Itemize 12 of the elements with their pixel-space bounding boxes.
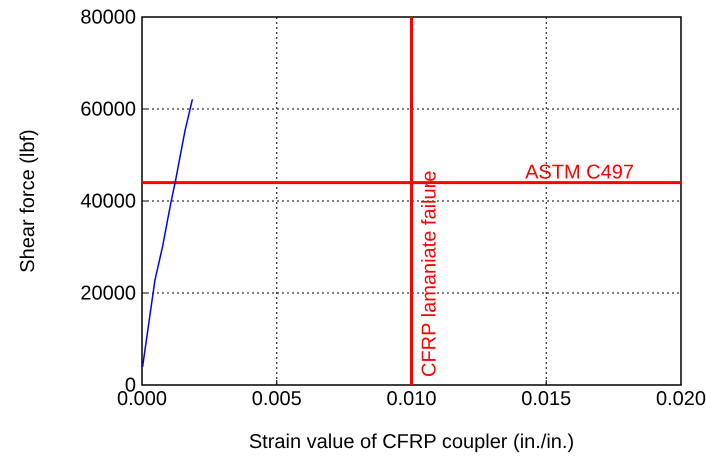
y-tick-label: 40000 (80, 190, 136, 212)
y-tick-label: 20000 (80, 282, 136, 304)
y-axis-title: Shear force (lbf) (17, 129, 39, 273)
ref-line-label: ASTM C497 (525, 162, 634, 184)
x-tick-label: 0.015 (521, 388, 572, 410)
x-tick-label: 0.005 (252, 388, 302, 410)
y-tick-label: 80000 (80, 6, 136, 28)
x-axis-title: Strain value of CFRP coupler (in./in.) (248, 431, 574, 453)
line-series (142, 98, 194, 368)
y-tick-label: 60000 (80, 98, 136, 120)
x-tick-label: 0.020 (656, 388, 706, 410)
x-tick-label: 0.010 (386, 388, 437, 410)
